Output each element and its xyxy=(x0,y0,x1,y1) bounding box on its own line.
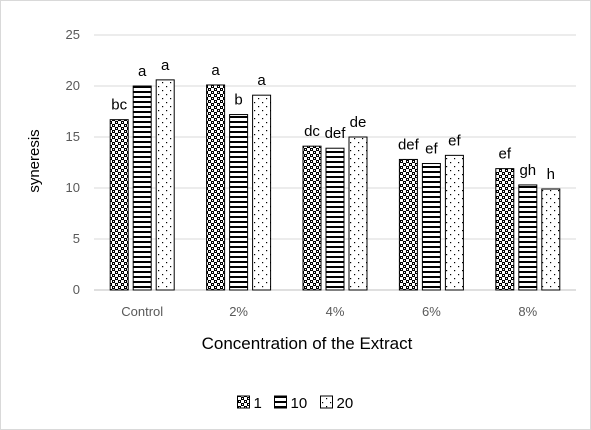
x-tick-label: 4% xyxy=(326,304,345,319)
legend-swatch xyxy=(237,395,250,409)
legend-label: 20 xyxy=(337,395,354,412)
data-label: def xyxy=(325,125,347,142)
data-label: h xyxy=(547,166,555,183)
bars xyxy=(109,79,561,291)
data-label: a xyxy=(211,62,220,79)
data-label: bc xyxy=(111,97,127,114)
x-tick-label: 8% xyxy=(518,304,537,319)
bar-10-0 xyxy=(132,85,152,291)
x-tick-label: Control xyxy=(121,304,163,319)
data-label: def xyxy=(398,136,420,153)
bar-20-0 xyxy=(155,79,175,291)
data-label: ef xyxy=(448,132,461,149)
data-label: ef xyxy=(425,141,438,158)
legend-label: 1 xyxy=(254,395,262,412)
legend-item-10: 10 xyxy=(274,395,308,412)
data-label: dc xyxy=(304,123,320,140)
legend-label: 10 xyxy=(291,395,308,412)
bar-10-4 xyxy=(518,184,538,291)
data-label: de xyxy=(350,114,367,131)
y-tick-labels: 0 5 10 15 20 25 xyxy=(66,27,80,297)
x-axis-title: Concentration of the Extract xyxy=(202,334,413,353)
data-label: ef xyxy=(499,146,512,163)
legend-swatch xyxy=(320,395,333,409)
x-tick-label: 2% xyxy=(229,304,248,319)
bar-1-3 xyxy=(398,158,418,291)
bar-20-3 xyxy=(444,154,464,291)
bar-1-1 xyxy=(206,84,226,291)
bar-10-3 xyxy=(421,163,441,291)
data-label: b xyxy=(234,92,242,109)
bar-20-2 xyxy=(348,136,368,291)
y-tick-label: 0 xyxy=(73,282,80,297)
y-tick-label: 20 xyxy=(66,78,80,93)
data-label: a xyxy=(161,57,170,74)
x-tick-label: 6% xyxy=(422,304,441,319)
bar-10-2 xyxy=(325,147,345,291)
bar-20-1 xyxy=(252,94,272,291)
category-labels: Control 2% 4% 6% 8% xyxy=(121,304,537,319)
y-tick-label: 10 xyxy=(66,180,80,195)
bar-20-4 xyxy=(541,188,561,291)
legend-swatch xyxy=(274,395,287,409)
y-tick-label: 5 xyxy=(73,231,80,246)
data-label: a xyxy=(257,72,266,89)
data-label: a xyxy=(138,63,147,80)
legend-item-20: 20 xyxy=(320,395,354,412)
data-label: gh xyxy=(519,162,536,179)
legend-item-1: 1 xyxy=(237,395,262,412)
bar-1-2 xyxy=(302,145,322,291)
y-tick-label: 15 xyxy=(66,129,80,144)
legend: 1 10 20 xyxy=(237,395,354,412)
y-tick-label: 25 xyxy=(66,27,80,42)
bar-1-4 xyxy=(495,168,515,291)
bar-10-1 xyxy=(229,114,249,291)
y-axis-title: syneresis xyxy=(26,129,43,192)
bar-1-0 xyxy=(109,119,129,291)
